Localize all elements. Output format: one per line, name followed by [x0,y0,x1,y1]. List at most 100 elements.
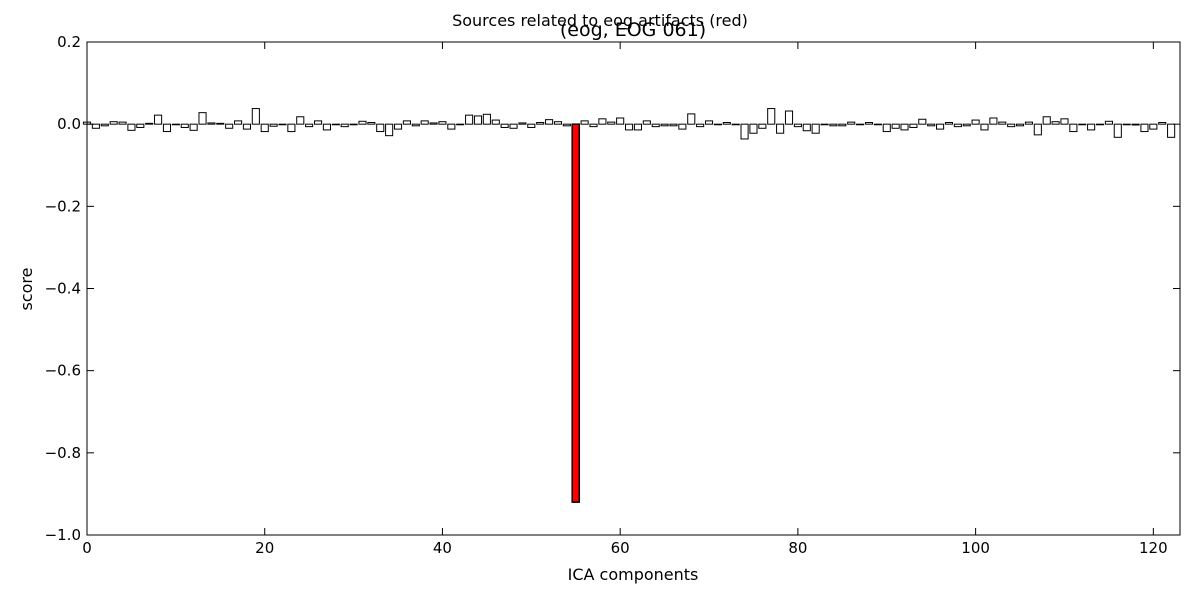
bar [722,122,731,125]
bar [687,113,696,125]
bar [296,116,305,125]
bar [784,110,794,125]
bar [145,122,154,125]
bar [385,123,394,137]
bar [473,115,483,125]
bar [989,117,998,125]
bar [1122,123,1131,126]
y-tick-label: −0.6 [45,362,81,380]
bar [91,123,100,129]
ticks-group: 0 20 40 60 80 100 120 0.2 0.0 −0.2 −0.4 −0.6 −0.8 −1.… [45,33,1180,557]
chart-title: (eog, EOG 061) [560,19,706,41]
y-tick-label: −1.0 [45,526,81,544]
bar [1069,123,1078,133]
bar [1095,123,1105,126]
bar [562,123,571,127]
bar [829,123,838,127]
bar [127,123,136,131]
bar [527,123,536,128]
bar [651,123,660,128]
bar [189,123,198,131]
bar [1113,123,1122,138]
bar [598,118,607,125]
bar [305,123,314,128]
bar [340,123,349,128]
bar [953,123,962,128]
bar [678,123,687,130]
bar [944,122,954,125]
bar [447,123,456,130]
bar [207,122,216,125]
bar [971,119,980,125]
bar [927,123,936,127]
bar [1087,123,1096,131]
chart-suptitle: Sources related to eog artifacts (red) [452,11,748,30]
bars-group [82,108,1176,503]
bar-highlighted [571,123,581,503]
bar [1060,118,1069,125]
bar [225,123,234,129]
bar [1140,123,1149,133]
x-tick-label: 20 [255,539,274,557]
bar [322,123,331,131]
bar [260,123,269,133]
bar [936,123,945,130]
bar [402,120,411,125]
bar [793,123,802,128]
bar [713,123,722,126]
bar [536,122,545,125]
bar [234,120,243,125]
bar [154,114,163,125]
bar [864,122,874,125]
bar [909,123,918,128]
bar [198,112,207,125]
x-tick-label: 0 [82,539,92,557]
bar [438,121,447,125]
x-tick-label: 120 [1139,539,1168,557]
bar [242,123,252,130]
bar [625,123,634,131]
bar [1015,123,1025,127]
bar [847,121,856,125]
bar [331,123,340,126]
bar [749,123,758,134]
bar [429,122,438,125]
bar [269,123,278,127]
bar [500,123,509,128]
bar [776,123,785,134]
bar [873,123,882,126]
bar [509,123,518,129]
bar [962,123,971,127]
bar [171,123,180,126]
x-tick-label: 100 [961,539,990,557]
bar [1167,123,1176,138]
bar [1078,123,1087,126]
bar [882,123,891,133]
x-tick-label: 60 [611,539,630,557]
x-axis-label: ICA components [568,565,699,584]
bar [482,113,491,125]
x-tick-label: 80 [788,539,807,557]
y-tick-label: 0.2 [57,33,81,51]
bar [118,121,127,125]
bar [758,123,767,129]
bar [109,121,118,125]
bar [376,123,385,133]
bar [998,121,1007,125]
bar [136,123,145,128]
y-tick-label: −0.8 [45,444,81,462]
y-tick-label: −0.4 [45,280,81,298]
bar [367,122,376,125]
bar [802,123,811,132]
bar [1042,116,1051,125]
bar [856,123,865,126]
y-tick-label: −0.2 [45,197,81,215]
plot-frame [86,41,1181,536]
bar [811,123,820,134]
y-tick-label: 0.0 [57,115,81,133]
bar [1158,122,1167,125]
bar [633,123,643,131]
bar [1104,120,1113,125]
bar [642,120,651,125]
bar [1033,123,1042,136]
